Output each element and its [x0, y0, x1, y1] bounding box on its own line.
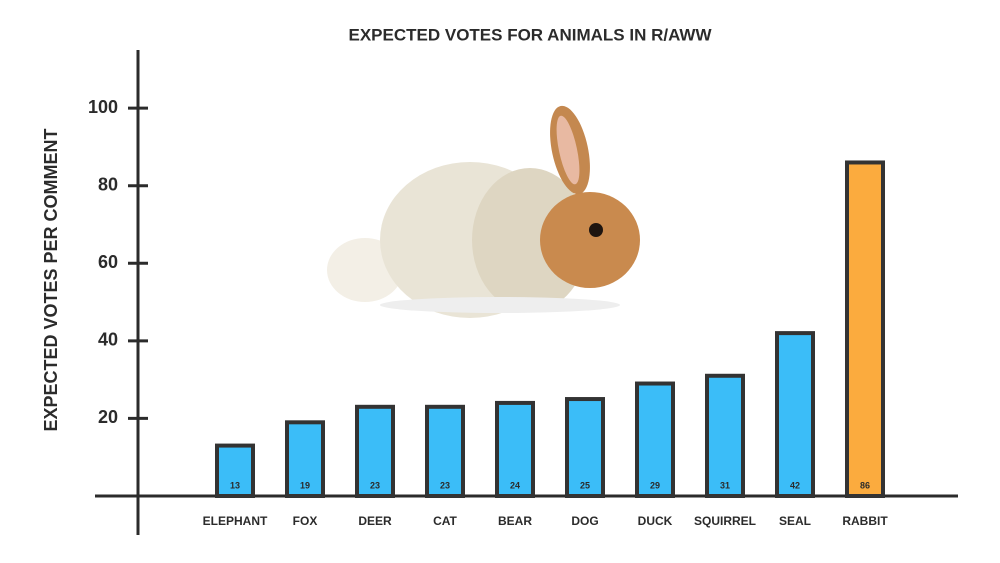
value-label: 19: [300, 480, 310, 490]
bar: [355, 404, 395, 498]
bar: [425, 404, 465, 498]
x-tick-label: DUCK: [638, 514, 673, 528]
y-tick-label: 60: [98, 252, 118, 272]
bar: [215, 443, 255, 499]
value-label: 29: [650, 480, 660, 490]
value-label: 31: [720, 480, 730, 490]
x-tick-label: RABBIT: [842, 514, 888, 528]
x-tick-label: CAT: [433, 514, 457, 528]
bar: [285, 420, 325, 499]
y-tick-label: 20: [98, 407, 118, 427]
x-tick-label: ELEPHANT: [203, 514, 268, 528]
value-label: 42: [790, 480, 800, 490]
x-tick-label: DEER: [358, 514, 392, 528]
bar: [775, 331, 815, 498]
bar: [705, 373, 745, 499]
y-tick-label: 40: [98, 330, 118, 350]
chart-title: EXPECTED VOTES FOR ANIMALS IN R/AWW: [349, 25, 713, 44]
value-label: 23: [370, 480, 380, 490]
value-label: 13: [230, 480, 240, 490]
bar: [845, 160, 885, 498]
value-label: 25: [580, 480, 590, 490]
bar: [565, 397, 605, 499]
y-tick-label: 80: [98, 174, 118, 194]
y-tick-label: 100: [88, 97, 118, 117]
bar: [635, 381, 675, 498]
x-tick-label: SEAL: [779, 514, 811, 528]
bar: [495, 400, 535, 499]
x-tick-label: BEAR: [498, 514, 532, 528]
value-label: 24: [510, 480, 520, 490]
x-tick-label: FOX: [293, 514, 318, 528]
y-axis-label: EXPECTED VOTES PER COMMENT: [41, 128, 61, 431]
value-label: 23: [440, 480, 450, 490]
rabbit-illustration: [327, 105, 640, 318]
x-tick-label: DOG: [571, 514, 598, 528]
x-tick-label: SQUIRREL: [694, 514, 756, 528]
value-label: 86: [860, 480, 870, 490]
